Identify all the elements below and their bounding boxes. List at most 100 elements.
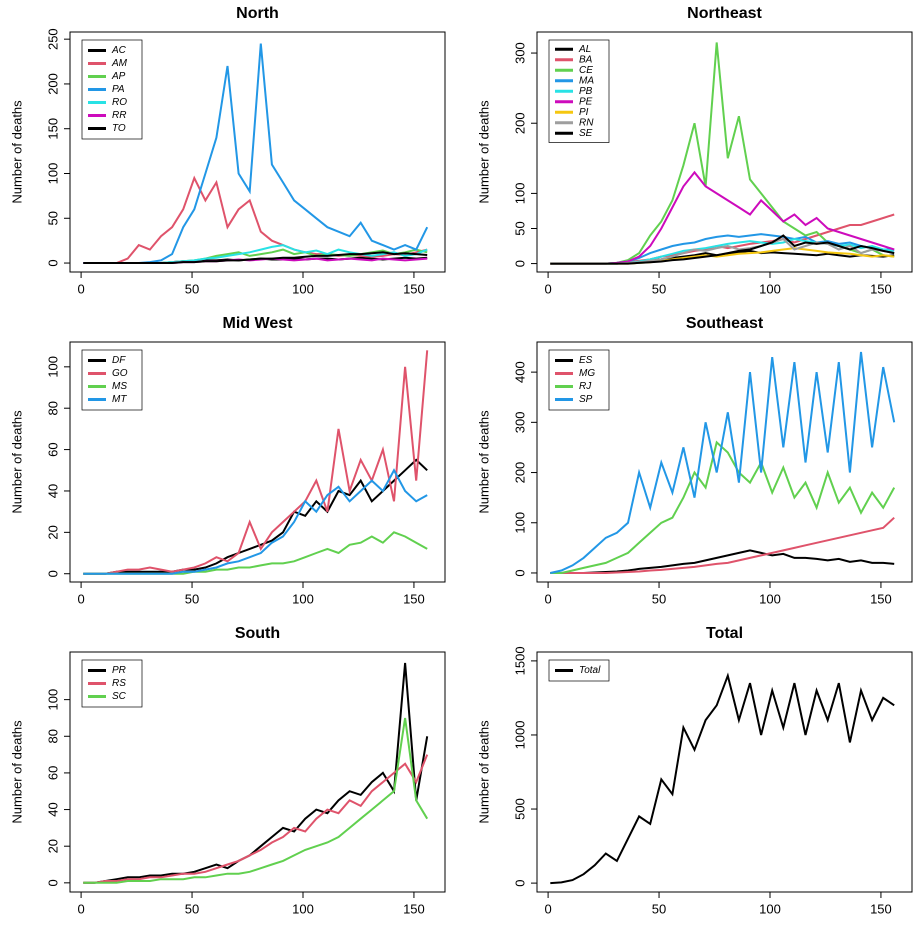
legend-label: AL [578,44,591,55]
legend-label: SC [112,691,127,702]
legend-label: SP [579,394,593,405]
x-tick-label: 100 [292,591,314,606]
series-line [83,754,429,884]
y-tick-label: 200 [512,462,527,484]
series-line [550,234,895,265]
y-tick-label: 0 [45,879,60,886]
legend-label: TO [112,123,126,134]
plot-box [69,31,446,273]
x-tick-label: 0 [544,281,551,296]
series-line [550,170,895,265]
panel-title: Northeast [687,5,762,22]
legend-label: ES [579,355,593,366]
y-tick-label: 0 [45,259,60,266]
x-tick-label: 50 [652,901,666,916]
y-axis-label: Number of deaths [476,410,491,514]
panel: Mid West Number of deaths 0 50 100 150 0 20 40 60… [9,315,446,606]
series-line [83,350,429,575]
y-tick-label: 200 [45,73,60,95]
series-line [83,531,428,575]
y-tick-label: 0 [512,260,527,267]
legend-label: PR [112,665,126,676]
x-tick-label: 50 [185,901,199,916]
y-tick-label: 80 [45,401,60,415]
legend-box [548,659,610,682]
y-tick-label: 50 [512,221,527,235]
y-tick-label: 100 [45,356,60,378]
plot-box [536,341,913,583]
legend-label: RS [112,678,126,689]
y-tick-label: 20 [45,525,60,539]
y-tick-label: 60 [45,766,60,780]
x-tick-label: 50 [652,281,666,296]
x-tick-label: 100 [292,281,314,296]
series-line [83,458,428,575]
legend-label: RO [112,97,127,108]
series-line [83,175,428,264]
y-tick-label: 100 [512,183,527,205]
legend-label: DF [112,355,126,366]
y-tick-label: 40 [45,802,60,816]
legend-label: CE [579,65,593,76]
x-tick-label: 0 [544,901,551,916]
y-tick-label: 500 [512,798,527,820]
legend-label: BA [579,54,593,65]
panel: South Number of deaths 0 50 100 150 0 20 40 60 80 1… [9,625,446,916]
x-tick-label: 100 [759,281,781,296]
legend-label: PE [579,96,593,107]
y-axis-label: Number of deaths [9,100,24,204]
legend-label: AC [111,45,127,56]
series-line [550,549,895,574]
legend-label: GO [112,368,128,379]
panel-title: South [235,625,280,642]
panel-title: Southeast [686,315,764,332]
legend-label: RR [112,110,126,121]
series-line [83,662,429,884]
x-tick-label: 50 [652,591,666,606]
legend-label: RJ [579,381,592,392]
y-axis-label: Number of deaths [476,720,491,824]
y-tick-label: 80 [45,729,60,743]
y-tick-label: 150 [45,118,60,140]
legend-label: AM [111,58,128,69]
x-tick-label: 0 [77,281,84,296]
plot-box [69,341,446,583]
series-line [83,251,428,264]
y-tick-label: 1000 [512,721,527,750]
legend-label: RN [579,117,594,128]
legend-label: PA [112,84,125,95]
x-tick-label: 150 [403,591,425,606]
x-tick-label: 150 [870,591,892,606]
y-tick-label: 50 [45,211,60,225]
y-tick-label: 300 [512,42,527,64]
legend-label: PB [579,86,593,97]
x-tick-label: 0 [77,591,84,606]
y-tick-label: 0 [45,570,60,577]
panel-title: Mid West [223,315,294,332]
series-line [83,717,429,884]
plot-box [536,31,913,273]
legend-label: MG [579,368,595,379]
y-tick-label: 250 [45,28,60,50]
y-axis-label: Number of deaths [9,410,24,514]
y-tick-label: 300 [512,411,527,433]
panel: Northeast Number of deaths 0 50 100 150 0 50 100… [476,5,913,296]
legend-label: MS [112,381,127,392]
y-tick-label: 200 [512,112,527,134]
legend-label: SE [579,128,593,139]
x-tick-label: 150 [870,281,892,296]
x-tick-label: 50 [185,591,199,606]
x-tick-label: 150 [403,281,425,296]
y-tick-label: 400 [512,361,527,383]
x-tick-label: 100 [759,591,781,606]
series-line [83,468,428,575]
x-tick-label: 150 [870,901,892,916]
y-axis-label: Number of deaths [476,100,491,204]
panel-title: North [236,5,279,22]
y-tick-label: 20 [45,839,60,853]
plot-box [69,651,446,893]
legend-label: Total [579,665,601,676]
y-tick-label: 100 [45,689,60,711]
